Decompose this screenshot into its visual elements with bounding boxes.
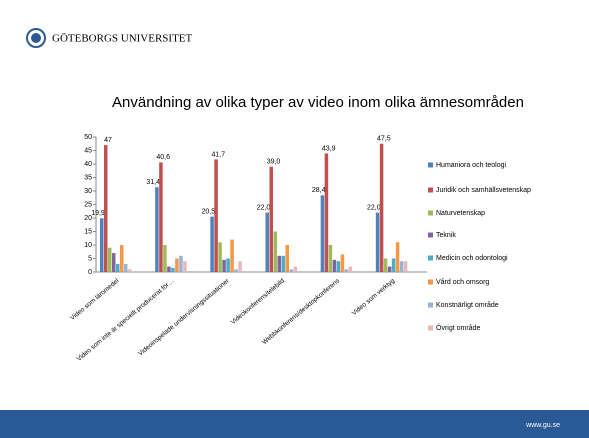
bar: [128, 269, 132, 272]
bar: [171, 267, 175, 272]
bar: [324, 153, 329, 272]
legend-swatch: [428, 232, 433, 238]
data-label: 41,7: [212, 151, 226, 158]
y-tick-label: 20: [84, 215, 92, 222]
data-label: 28,4: [312, 187, 326, 194]
bar: [320, 195, 325, 272]
bar: [226, 258, 230, 272]
bar: [112, 253, 116, 272]
bar: [179, 255, 183, 272]
data-label: 20,5: [202, 208, 216, 215]
bar: [399, 261, 404, 272]
bar: [269, 166, 273, 272]
data-label: 47,5: [377, 136, 391, 143]
y-tick-label: 50: [84, 134, 92, 141]
data-label: 31,4: [146, 179, 160, 186]
bar: [285, 245, 289, 272]
bar: [159, 162, 163, 272]
bar: [391, 258, 396, 272]
bar: [383, 258, 388, 272]
bar: [234, 269, 238, 272]
data-label: 22,0: [257, 204, 271, 211]
chart-title: Användning av olika typer av video inom …: [112, 94, 524, 111]
bar: [183, 261, 187, 272]
bar: [387, 266, 392, 272]
bar: [328, 245, 333, 272]
data-label: 39,0: [267, 159, 281, 166]
bar: [281, 255, 285, 272]
bar: [277, 255, 281, 272]
bar: [403, 261, 408, 272]
legend-label: Övrigt område: [436, 324, 480, 332]
legend-swatch: [428, 187, 433, 193]
footer-text: www.gu.se: [525, 422, 560, 429]
bar: [104, 145, 108, 272]
data-label: 22,0: [367, 204, 381, 211]
bar: [167, 266, 171, 272]
legend-swatch: [428, 162, 433, 168]
bar: [379, 143, 384, 272]
bar: [332, 259, 337, 272]
bar: [395, 242, 400, 272]
legend-label: Humaniora och teologi: [436, 162, 506, 169]
data-label: 43,9: [322, 145, 336, 152]
bar: [230, 239, 234, 272]
y-tick-label: 10: [84, 242, 92, 249]
legend-label: Teknik: [436, 232, 456, 239]
bar: [120, 245, 124, 272]
bar: [348, 266, 353, 272]
bar: [222, 259, 226, 272]
y-tick-label: 15: [84, 228, 92, 235]
bar: [218, 242, 222, 272]
bar: [163, 245, 167, 272]
data-label: 19,9: [91, 210, 105, 217]
footer-bar: [0, 410, 589, 438]
header-title: GÖTEBORGS UNIVERSITET: [52, 33, 193, 45]
data-label: 47: [104, 137, 112, 144]
bar: [100, 218, 104, 272]
data-label: 40,6: [156, 154, 170, 161]
bar: [344, 269, 349, 272]
y-tick-label: 40: [84, 161, 92, 168]
bar: [293, 266, 297, 272]
y-tick-label: 5: [88, 255, 92, 262]
legend-label: Naturvetenskap: [436, 210, 485, 217]
bar: [238, 261, 242, 272]
legend-swatch: [428, 210, 433, 216]
bar: [214, 159, 218, 272]
bar: [116, 263, 120, 272]
y-tick-label: 35: [84, 174, 92, 181]
legend-label: Juridik och samhällsvetenskap: [436, 187, 531, 194]
legend-swatch: [428, 325, 433, 331]
bar: [175, 258, 179, 272]
legend-label: Konstnärligt område: [436, 301, 499, 309]
y-tick-label: 45: [84, 147, 92, 154]
legend-swatch: [428, 279, 433, 285]
bar: [289, 269, 293, 272]
logo-center: [31, 33, 41, 43]
y-tick-label: 0: [88, 269, 92, 276]
y-tick-label: 30: [84, 188, 92, 195]
bar: [155, 187, 159, 272]
bar: [336, 261, 341, 272]
legend-swatch: [428, 302, 433, 308]
bar: [265, 212, 269, 272]
bar: [210, 216, 214, 272]
bar: [340, 254, 345, 272]
legend-swatch: [428, 255, 433, 261]
bar: [375, 212, 380, 272]
legend-label: Medicin och odontologi: [436, 255, 508, 262]
bar: [124, 263, 128, 272]
legend-label: Vård och omsorg: [436, 278, 489, 286]
bar: [273, 231, 277, 272]
bar: [108, 247, 112, 272]
y-tick-label: 25: [84, 201, 92, 208]
